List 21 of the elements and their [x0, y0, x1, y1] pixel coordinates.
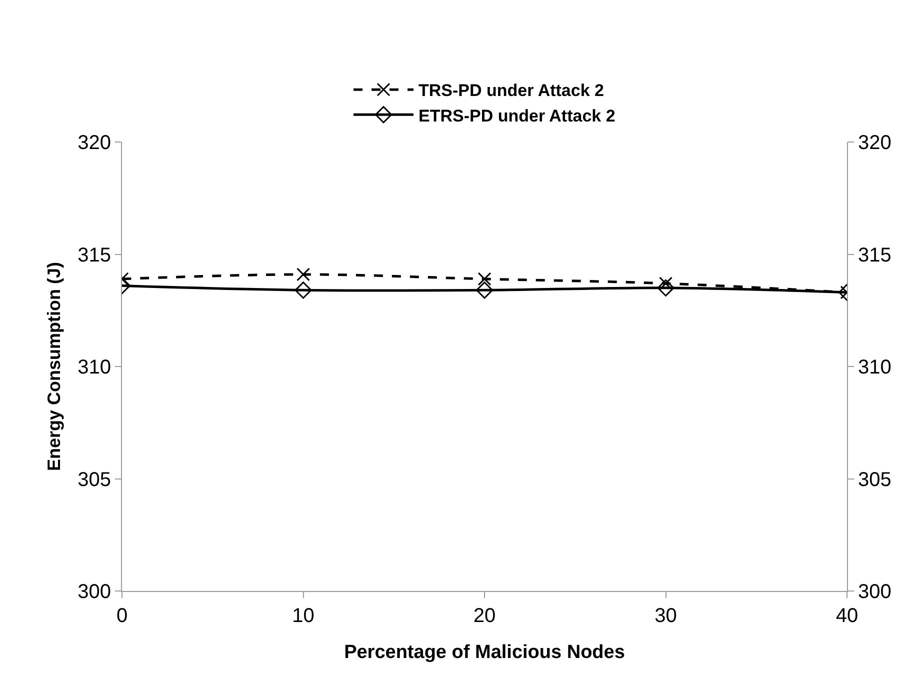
point: [476, 282, 494, 299]
y-tick-label: 320: [78, 132, 111, 154]
legend-label: ETRS-PD under Attack 2: [418, 106, 616, 126]
x-axis-title: Percentage of Malicious Nodes: [344, 642, 625, 663]
y-tick-label: 305: [78, 468, 111, 491]
y2-tick-label: 305: [858, 468, 892, 491]
x-tick-label: 40: [836, 605, 858, 627]
y-tick-label: 310: [78, 356, 111, 378]
x-tick-label: 30: [654, 605, 677, 627]
y2-tick-label: 315: [858, 244, 892, 266]
y-axis-title: Energy Consumption (J): [44, 262, 64, 472]
y2-tick-label: 310: [858, 356, 892, 378]
x-tick-label: 20: [473, 605, 496, 627]
y2-tick-label: 320: [858, 132, 892, 154]
y-tick-label: 315: [78, 244, 111, 266]
x-tick-label: 10: [292, 605, 314, 627]
y2-tick-label: 300: [858, 581, 892, 603]
point: [478, 272, 492, 286]
y-tick-label: 300: [78, 581, 111, 603]
x-tick-label: 0: [116, 605, 128, 627]
legend-label: TRS-PD under Attack 2: [418, 81, 604, 100]
